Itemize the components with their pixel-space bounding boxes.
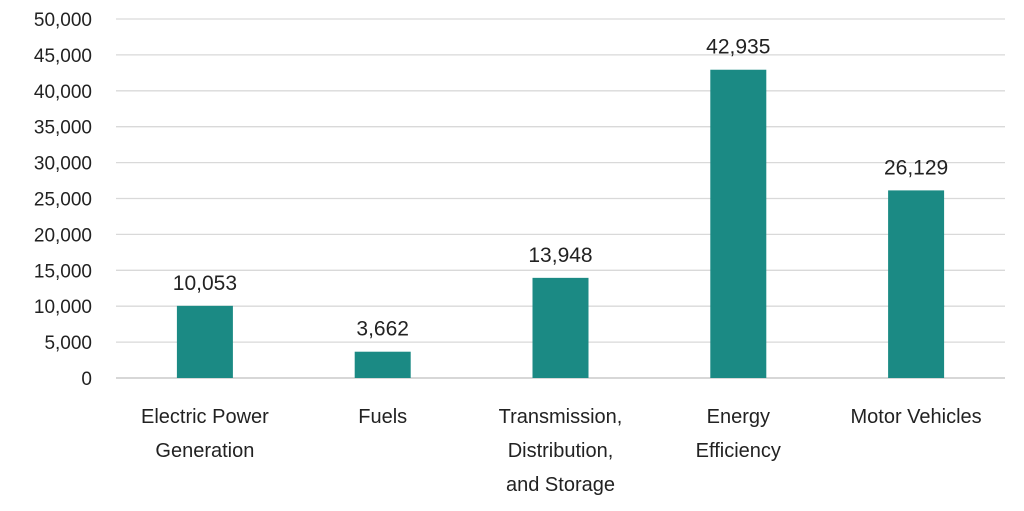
x-tick-label: Transmission, Distribution, and Storage [499,406,623,496]
data-label: 3,662 [356,318,409,341]
y-tick-label: 5,000 [44,333,92,354]
bar [888,190,945,378]
bar [176,305,233,378]
data-label: 26,129 [884,156,948,179]
data-label: 13,948 [528,244,592,267]
data-labels: 10,053 3,662 13,948 42,935 26,129 [173,36,948,341]
y-tick-label: 25,000 [34,190,92,211]
x-tick-label: Electric Power Generation [141,406,269,462]
bar [710,69,767,379]
bar [532,277,589,378]
x-tick-label: Fuels [358,406,407,428]
y-tick-label: 0 [81,369,92,390]
y-tick-label: 30,000 [34,154,92,175]
y-tick-label: 40,000 [34,82,92,103]
data-label: 10,053 [173,272,237,295]
data-label: 42,935 [706,36,770,59]
bar [354,351,411,378]
y-tick-label: 15,000 [34,261,92,282]
y-tick-label: 35,000 [34,118,92,139]
x-tick-label: Motor Vehicles [851,406,982,428]
x-axis-ticks: Electric Power Generation Fuels Transmissio… [141,406,982,496]
y-tick-label: 45,000 [34,46,92,67]
y-tick-label: 50,000 [34,10,92,31]
gridlines [116,18,1005,379]
bars [176,69,945,379]
y-axis-ticks: 0 5,000 10,000 15,000 20,000 25,000 30,000 35,0… [34,10,92,390]
y-tick-label: 20,000 [34,225,92,246]
y-tick-label: 10,000 [34,297,92,318]
x-tick-label: Energy Efficiency [696,406,781,462]
